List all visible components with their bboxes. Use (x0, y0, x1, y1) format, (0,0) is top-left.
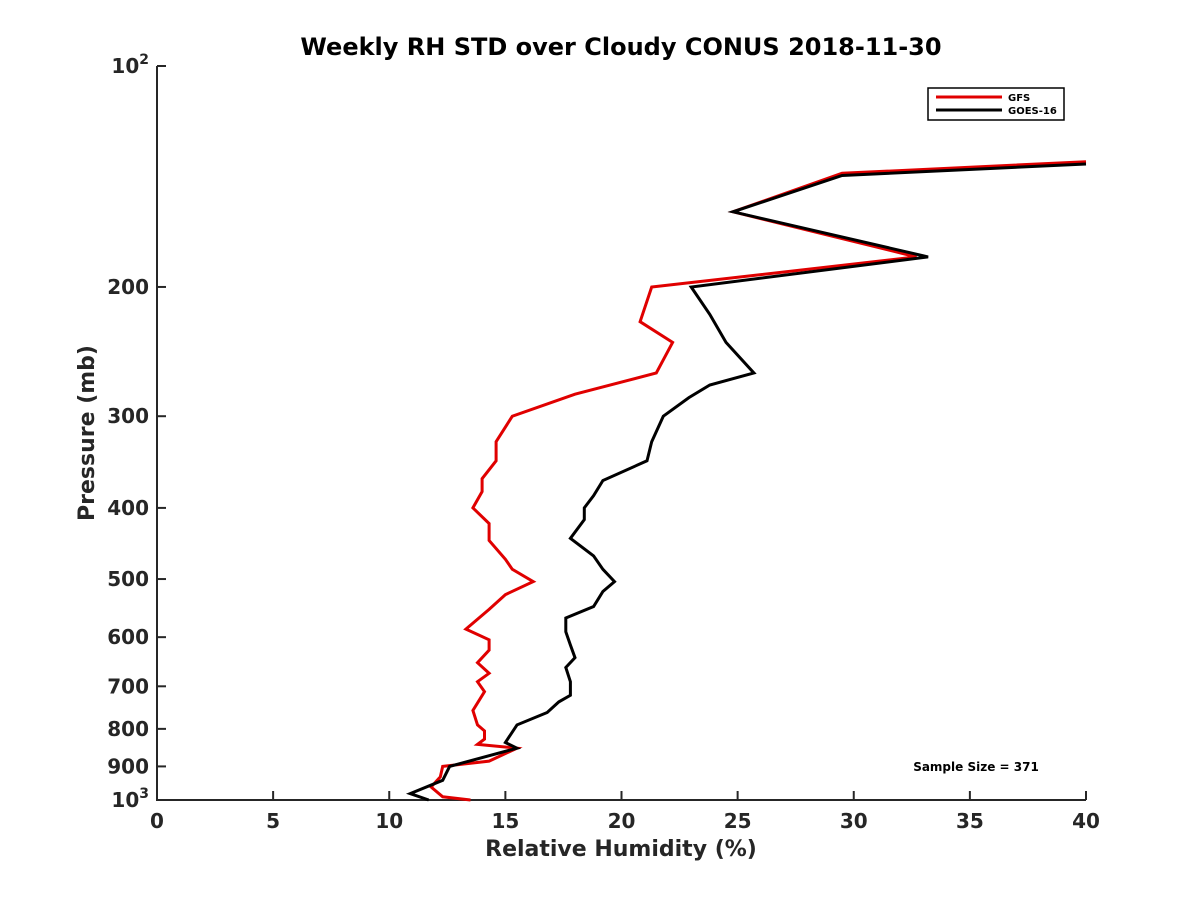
chart-title: Weekly RH STD over Cloudy CONUS 2018-11-… (300, 33, 941, 61)
y-tick-label-4: 500 (107, 567, 149, 591)
x-tick-label-0: 0 (150, 809, 164, 833)
series-group (405, 160, 1087, 802)
x-tick-label-6: 30 (840, 809, 868, 833)
y-tick-label-0: 102 (111, 52, 149, 78)
y-tick-label-7: 800 (107, 717, 149, 741)
y-tick-label-8: 900 (107, 754, 149, 778)
x-axis-ticks: 0 5 10 15 20 25 30 35 40 (150, 791, 1100, 833)
x-tick-label-4: 20 (608, 809, 636, 833)
legend: GFS GOES-16 (927, 87, 1065, 121)
x-tick-label-8: 40 (1072, 809, 1100, 833)
series-line-goes-16 (405, 162, 1087, 802)
x-tick-label-1: 5 (266, 809, 280, 833)
legend-box (927, 87, 1065, 121)
y-tick-label-2: 300 (107, 404, 149, 428)
x-tick-label-7: 35 (956, 809, 984, 833)
y-axis-label: Pressure (mb) (75, 345, 100, 521)
x-tick-label-2: 10 (375, 809, 403, 833)
y-tick-label-3: 400 (107, 496, 149, 520)
plot-area: 0 5 10 15 20 25 30 35 40 102 200 300 400 500 600 700 80… (107, 52, 1100, 833)
y-axis-ticks: 102 200 300 400 500 600 700 800 900 103 (107, 52, 166, 812)
legend-gfs-label: GFS (1008, 93, 1030, 104)
x-axis-label: Relative Humidity (%) (485, 837, 757, 862)
y-tick-label-6: 700 (107, 674, 149, 698)
legend-goes16-label: GOES-16 (1008, 106, 1057, 117)
y-tick-label-9: 103 (111, 786, 149, 812)
y-tick-label-1: 200 (107, 275, 149, 299)
sample-size-annotation: Sample Size = 371 (913, 760, 1039, 774)
y-tick-label-5: 600 (107, 625, 149, 649)
x-tick-label-5: 25 (724, 809, 752, 833)
x-tick-label-3: 15 (491, 809, 519, 833)
series-line-gfs (428, 160, 1087, 802)
